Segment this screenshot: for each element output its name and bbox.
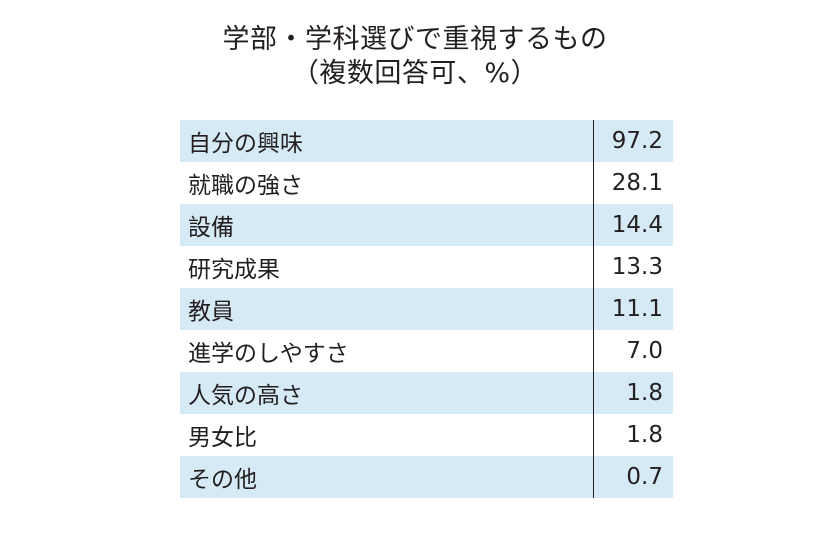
chart-title: 学部・学科選びで重視するもの [222,24,608,55]
row-label: 就職の強さ [180,162,594,204]
row-value: 0.7 [593,456,673,498]
table-row: 自分の興味 97.2 [180,120,673,162]
row-label: 男女比 [180,414,594,456]
chart-subtitle: （複数回答可、%） [291,58,539,89]
data-table: 自分の興味 97.2 就職の強さ 28.1 設備 14.4 研究成果 13.3 … [180,120,673,498]
row-label: その他 [180,456,594,498]
table-row: その他 0.7 [180,456,673,498]
table-row: 教員 11.1 [180,288,673,330]
row-label: 人気の高さ [180,372,594,414]
row-label: 教員 [180,288,594,330]
table-row: 就職の強さ 28.1 [180,162,673,204]
table-row: 進学のしやすさ 7.0 [180,330,673,372]
row-value: 97.2 [593,120,673,162]
table-row: 研究成果 13.3 [180,246,673,288]
row-label: 設備 [180,204,594,246]
row-value: 11.1 [593,288,673,330]
table-row: 設備 14.4 [180,204,673,246]
row-value: 1.8 [593,372,673,414]
table-row: 人気の高さ 1.8 [180,372,673,414]
row-label: 自分の興味 [180,120,594,162]
row-label: 進学のしやすさ [180,330,594,372]
row-label: 研究成果 [180,246,594,288]
row-value: 1.8 [593,414,673,456]
row-value: 14.4 [593,204,673,246]
table-row: 男女比 1.8 [180,414,673,456]
row-value: 28.1 [593,162,673,204]
row-value: 7.0 [593,330,673,372]
row-value: 13.3 [593,246,673,288]
